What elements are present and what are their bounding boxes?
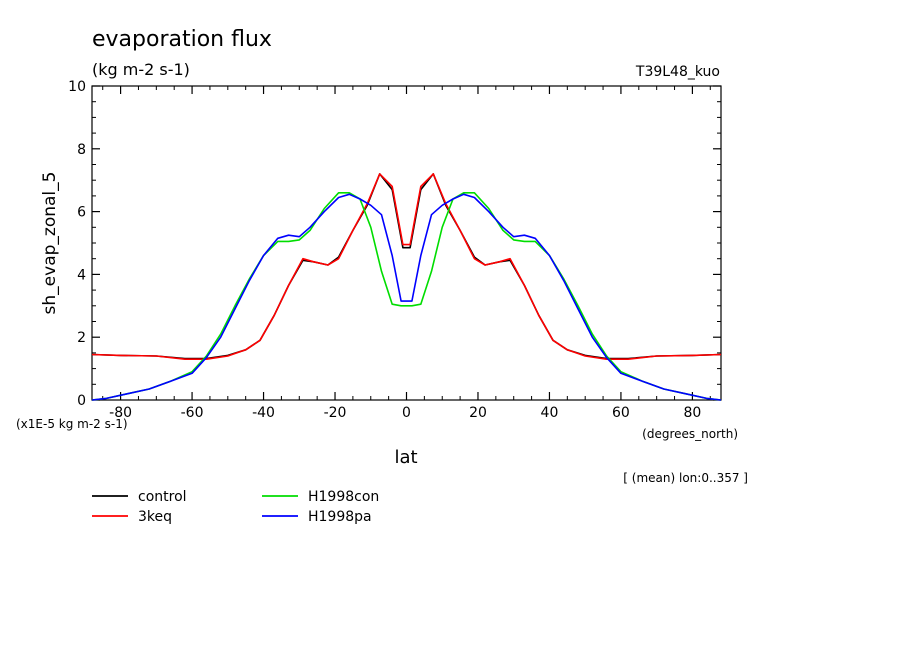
x-tick-label: 0 [402, 405, 411, 421]
x-axis-label: lat [394, 447, 417, 468]
series-lines [91, 173, 722, 401]
x-axis-ticks: -80 -60 -40 -20 0 20 40 60 80 [109, 86, 701, 421]
y-axis-label: sh_evap_zonal_5 [40, 172, 60, 315]
y-tick-label: 2 [77, 330, 86, 346]
series-line-control [91, 173, 722, 360]
y-scale-note: (x1E-5 kg m-2 s-1) [16, 417, 128, 431]
x-tick-label: 80 [683, 405, 701, 421]
y-tick-label: 10 [68, 79, 86, 95]
chart-title: evaporation flux [92, 27, 272, 52]
run-label: T39L48_kuo [635, 64, 720, 80]
y-tick-label: 4 [77, 267, 86, 283]
x-units-label: (degrees_north) [642, 427, 738, 441]
legend-label-h1998con: H1998con [308, 489, 379, 505]
y-tick-label: 6 [77, 205, 86, 221]
x-tick-label: 20 [469, 405, 487, 421]
legend-label-3keq: 3keq [138, 509, 172, 525]
x-tick-label: 60 [612, 405, 630, 421]
minor-ticks [92, 86, 721, 400]
x-tick-label: -60 [181, 405, 204, 421]
chart-legend: control 3keq H1998con H1998pa [92, 489, 379, 525]
y-tick-label: 0 [77, 393, 86, 409]
legend-label-h1998pa: H1998pa [308, 509, 372, 525]
series-line-h1998pa [91, 193, 722, 401]
x-tick-label: -80 [109, 405, 132, 421]
x-tick-label: 40 [541, 405, 559, 421]
plot-area [91, 85, 722, 401]
x-tick-label: -40 [252, 405, 275, 421]
series-line-h1998con [91, 192, 722, 401]
y-tick-label: 8 [77, 142, 86, 158]
chart-subtitle: (kg m-2 s-1) [92, 60, 190, 79]
series-line-3keq [91, 173, 722, 361]
legend-label-control: control [138, 489, 187, 505]
x-tick-label: -20 [324, 405, 347, 421]
plot-frame [91, 85, 722, 401]
mean-longitude-note: [ (mean) lon:0..357 ] [623, 471, 748, 485]
